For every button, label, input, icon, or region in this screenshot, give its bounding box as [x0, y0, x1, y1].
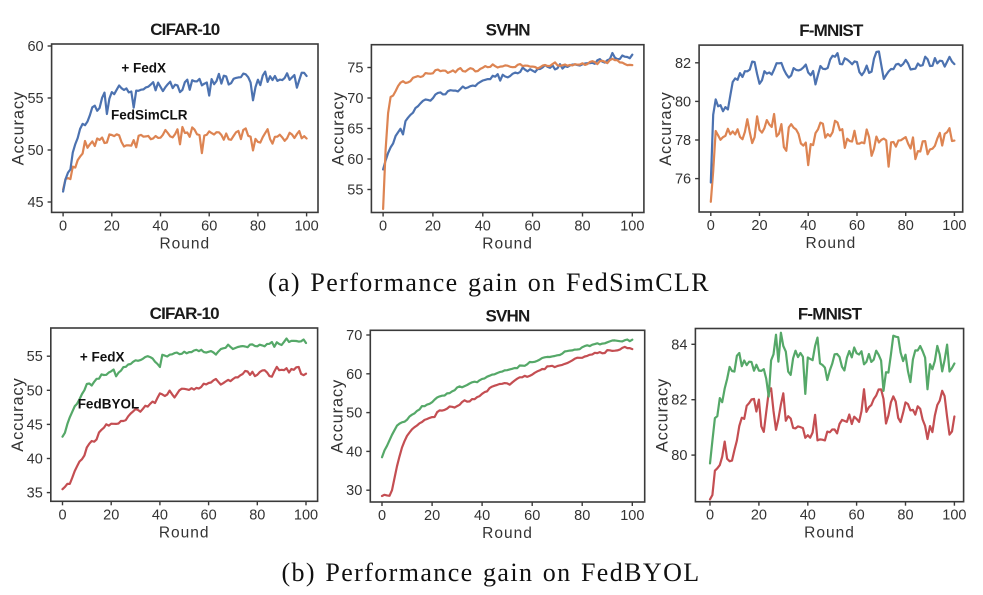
svg-text:(a) Performance gain on FedSim: (a) Performance gain on FedSimCLR [268, 268, 710, 297]
svg-text:CIFAR-10: CIFAR-10 [150, 304, 220, 323]
svg-text:45: 45 [27, 417, 43, 433]
svg-text:40: 40 [800, 508, 816, 524]
svg-text:+ FedX: + FedX [121, 61, 166, 76]
svg-text:40: 40 [27, 452, 43, 468]
svg-text:60: 60 [525, 219, 541, 235]
svg-text:SVHN: SVHN [486, 21, 531, 40]
svg-text:Round: Round [159, 235, 210, 252]
svg-text:80: 80 [574, 219, 590, 235]
svg-text:70: 70 [346, 328, 362, 344]
svg-text:76: 76 [675, 172, 691, 188]
svg-text:Round: Round [482, 525, 533, 542]
svg-text:Accuracy: Accuracy [653, 378, 671, 452]
svg-text:55: 55 [27, 91, 43, 107]
svg-text:0: 0 [706, 508, 714, 524]
svg-text:20: 20 [751, 218, 767, 234]
svg-text:FedSimCLR: FedSimCLR [111, 108, 188, 123]
svg-text:80: 80 [574, 508, 590, 524]
svg-text:100: 100 [620, 508, 644, 524]
svg-text:40: 40 [475, 219, 491, 235]
svg-text:0: 0 [58, 507, 66, 523]
svg-text:45: 45 [27, 195, 43, 211]
svg-text:80: 80 [675, 94, 691, 110]
svg-text:50: 50 [346, 406, 362, 422]
svg-text:65: 65 [347, 122, 363, 138]
svg-text:84: 84 [671, 337, 687, 353]
svg-text:100: 100 [620, 219, 644, 235]
svg-text:Round: Round [806, 235, 857, 252]
svg-text:CIFAR-10: CIFAR-10 [150, 20, 220, 39]
svg-text:82: 82 [675, 56, 691, 72]
svg-text:80: 80 [898, 218, 914, 234]
svg-text:0: 0 [379, 219, 387, 235]
svg-text:80: 80 [249, 507, 265, 523]
svg-text:35: 35 [27, 486, 43, 502]
svg-text:20: 20 [424, 508, 440, 524]
svg-text:60: 60 [849, 508, 865, 524]
svg-text:100: 100 [294, 507, 318, 523]
svg-text:60: 60 [201, 507, 217, 523]
svg-text:60: 60 [201, 218, 217, 234]
svg-text:78: 78 [675, 133, 691, 149]
svg-text:40: 40 [474, 508, 490, 524]
svg-text:40: 40 [152, 507, 168, 523]
svg-text:60: 60 [27, 39, 43, 55]
svg-text:Round: Round [159, 524, 210, 541]
svg-text:Round: Round [482, 236, 533, 253]
svg-text:20: 20 [425, 219, 441, 235]
svg-text:100: 100 [942, 218, 966, 234]
svg-text:20: 20 [104, 218, 120, 234]
svg-text:40: 40 [152, 218, 168, 234]
svg-text:75: 75 [347, 61, 363, 77]
svg-text:F-MNIST: F-MNIST [798, 305, 863, 324]
svg-text:Accuracy: Accuracy [9, 377, 27, 451]
svg-text:+ FedX: + FedX [80, 350, 125, 365]
svg-text:FedBYOL: FedBYOL [78, 397, 140, 412]
svg-text:Round: Round [804, 525, 855, 542]
svg-text:SVHN: SVHN [485, 306, 530, 325]
svg-text:50: 50 [27, 143, 43, 159]
svg-text:Accuracy: Accuracy [10, 91, 28, 165]
svg-text:55: 55 [347, 183, 363, 199]
svg-text:80: 80 [671, 448, 687, 464]
svg-text:82: 82 [671, 393, 687, 409]
svg-text:0: 0 [707, 218, 715, 234]
svg-text:55: 55 [27, 349, 43, 365]
svg-text:(b) Performance gain on FedBYO: (b) Performance gain on FedBYOL [281, 558, 700, 587]
svg-text:60: 60 [849, 218, 865, 234]
svg-text:60: 60 [347, 152, 363, 168]
svg-text:F-MNIST: F-MNIST [799, 21, 864, 40]
svg-text:80: 80 [250, 218, 266, 234]
svg-text:20: 20 [103, 507, 119, 523]
svg-text:70: 70 [347, 91, 363, 107]
svg-text:0: 0 [59, 218, 67, 234]
svg-text:60: 60 [346, 367, 362, 383]
svg-text:40: 40 [800, 218, 816, 234]
svg-text:40: 40 [346, 444, 362, 460]
svg-text:80: 80 [897, 508, 913, 524]
svg-text:Accuracy: Accuracy [329, 91, 347, 165]
svg-text:30: 30 [346, 483, 362, 499]
svg-text:100: 100 [942, 508, 966, 524]
svg-text:60: 60 [524, 508, 540, 524]
svg-text:20: 20 [751, 508, 767, 524]
svg-text:Accuracy: Accuracy [328, 379, 346, 453]
svg-text:0: 0 [378, 508, 386, 524]
svg-text:50: 50 [27, 383, 43, 399]
svg-text:Accuracy: Accuracy [657, 91, 675, 165]
svg-text:100: 100 [294, 218, 318, 234]
